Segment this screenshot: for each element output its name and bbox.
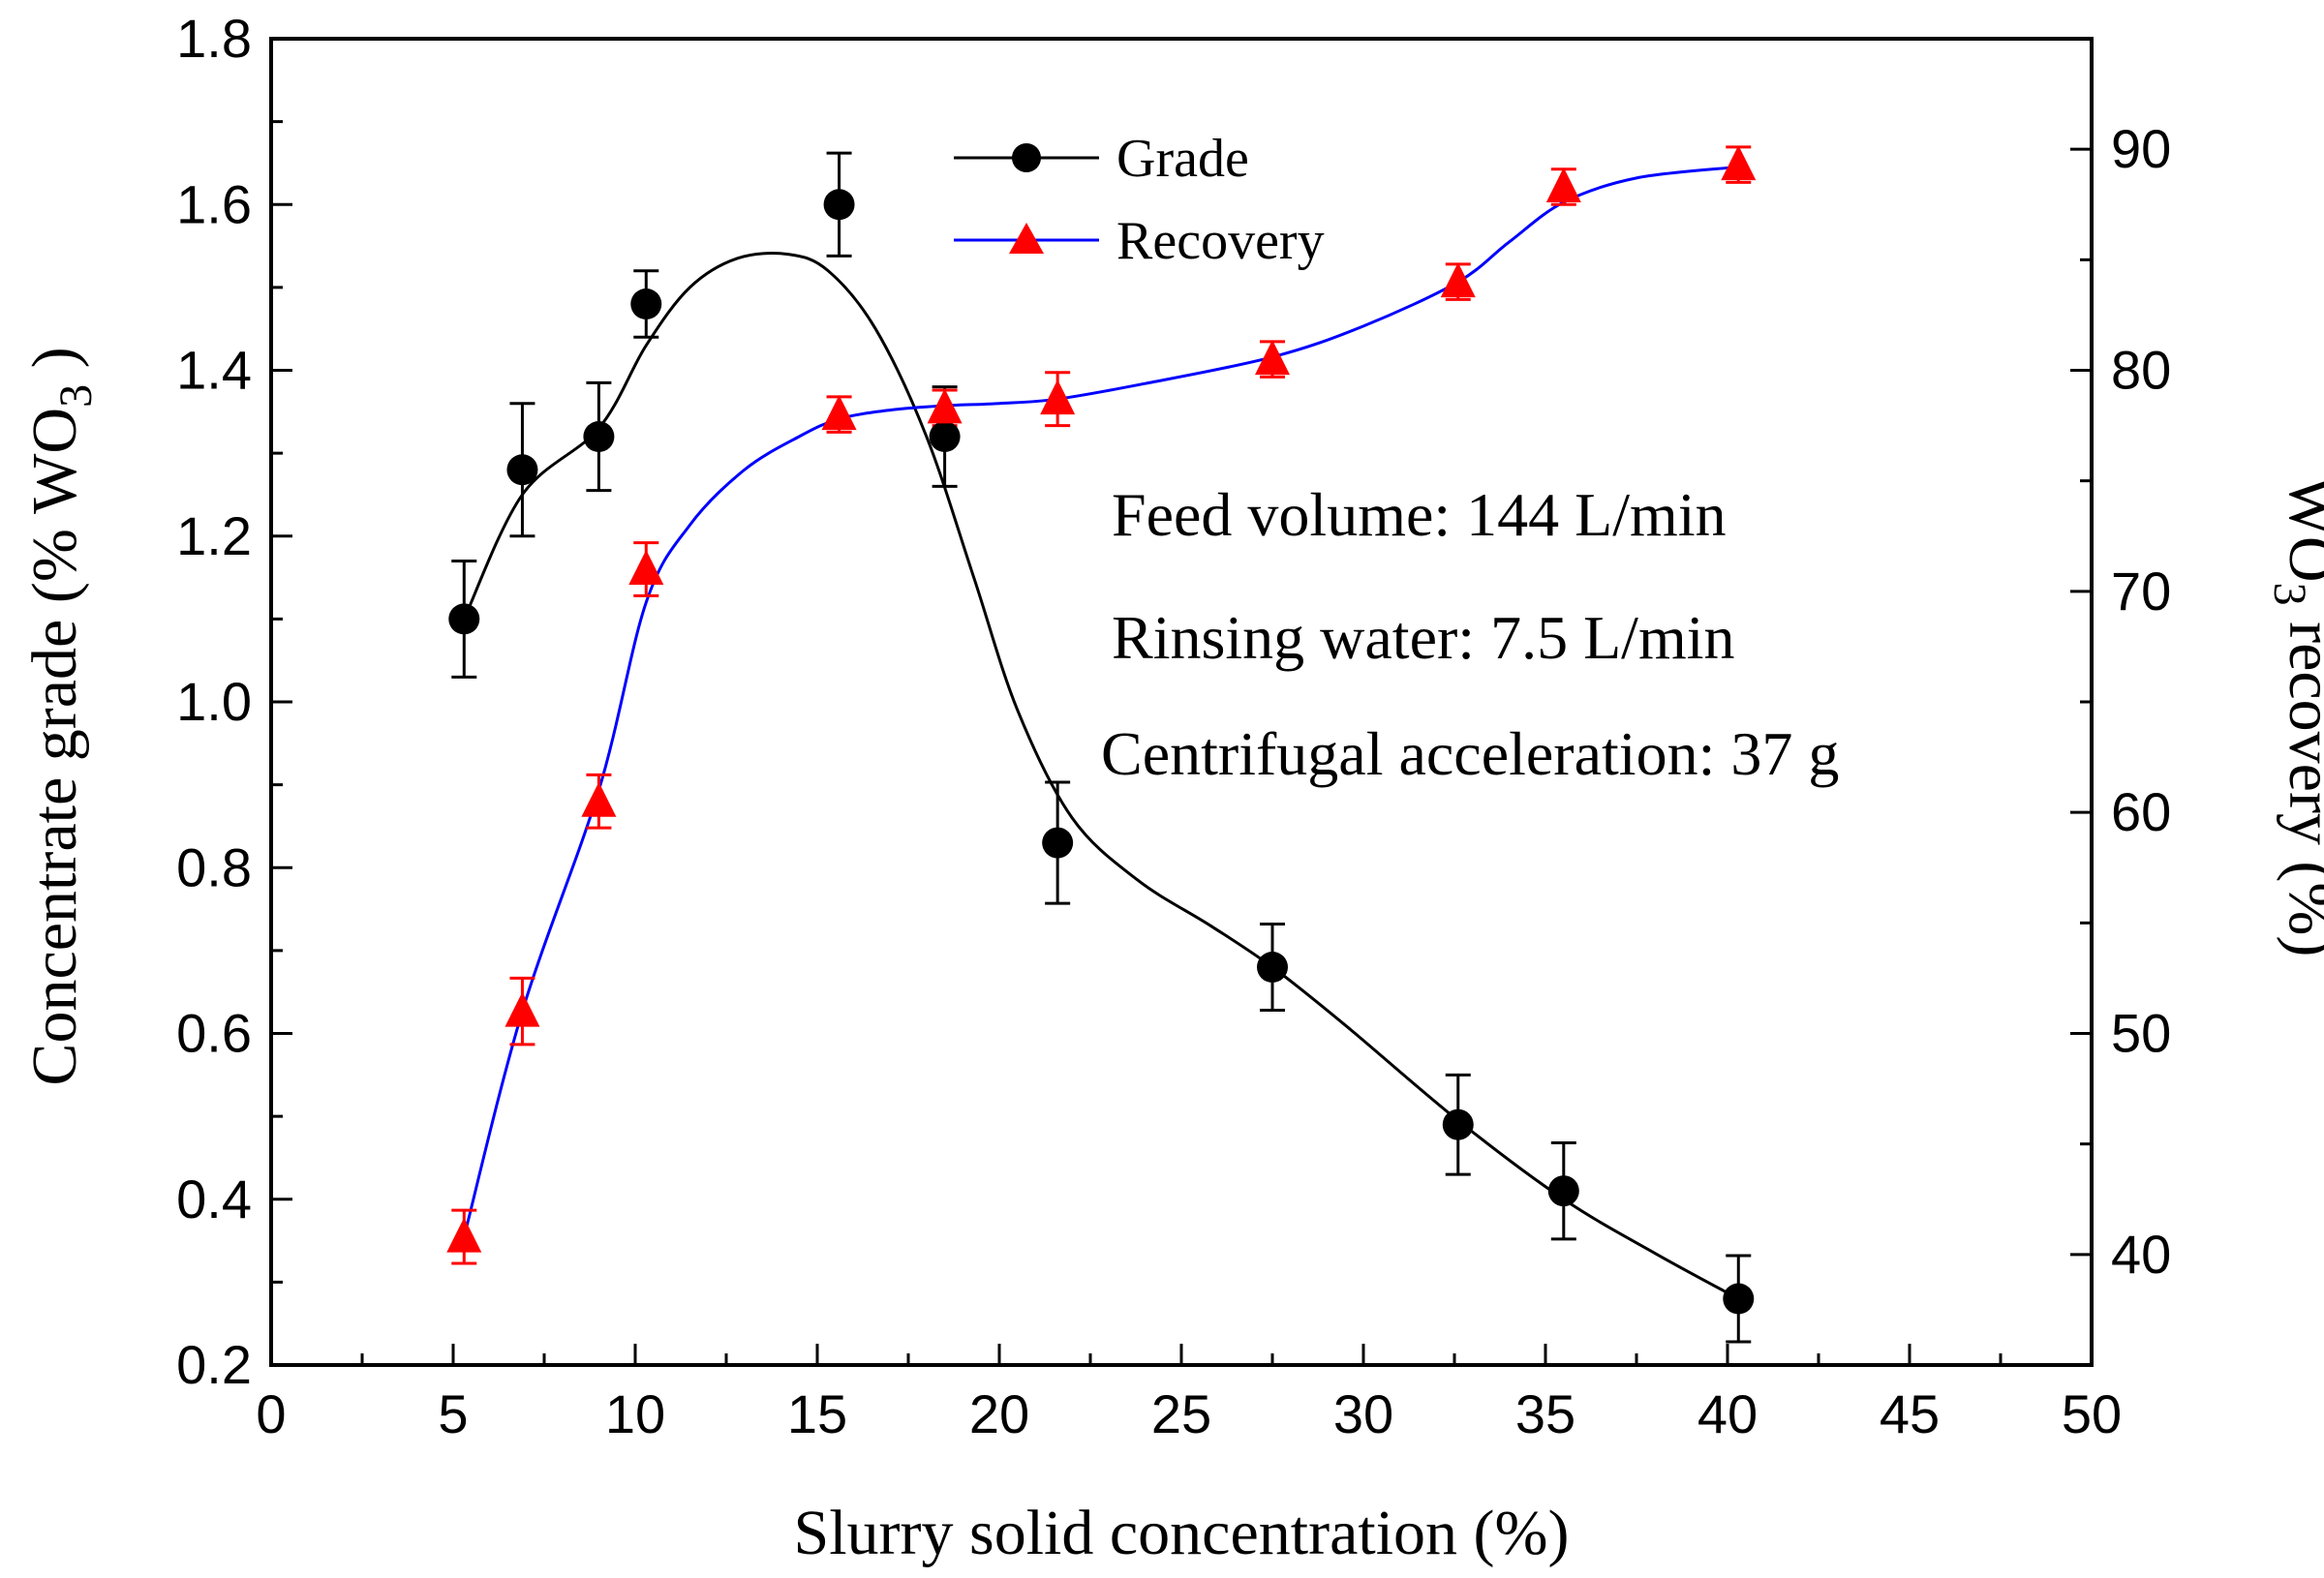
grade-point bbox=[630, 288, 662, 319]
grade-point bbox=[1257, 952, 1288, 983]
grade-point bbox=[1723, 1283, 1755, 1315]
x-axis-title: Slurry solid concentration (%) bbox=[794, 1498, 1570, 1568]
annotation-centrifugal-acceleration: Centrifugal acceleration: 37 g bbox=[1101, 719, 1839, 788]
recovery-point bbox=[1255, 340, 1290, 376]
y-axis-title: Concentrate grade (% WO3 ) bbox=[19, 347, 102, 1085]
y-tick-label: 0.4 bbox=[176, 1168, 252, 1229]
x-tick-label: 35 bbox=[1515, 1383, 1575, 1444]
y2-tick-label: 80 bbox=[2111, 340, 2171, 401]
y2-tick-label: 50 bbox=[2111, 1003, 2171, 1064]
y-tick-label: 1.2 bbox=[176, 505, 252, 566]
x-tick-label: 30 bbox=[1333, 1383, 1393, 1444]
grade-point bbox=[929, 421, 961, 452]
recovery-point bbox=[1040, 379, 1076, 415]
recovery-point bbox=[446, 1217, 482, 1253]
grade-point bbox=[448, 603, 480, 635]
x-tick-label: 10 bbox=[605, 1383, 665, 1444]
x-axis-ticks: 0 5 10 15 20 25 30 35 40 45 50 bbox=[256, 1344, 2122, 1444]
x-tick-label: 50 bbox=[2062, 1383, 2122, 1444]
y2-tick-label: 70 bbox=[2111, 561, 2171, 622]
recovery-point bbox=[1440, 262, 1476, 298]
x-tick-label: 45 bbox=[1880, 1383, 1940, 1444]
grade-point bbox=[583, 421, 615, 452]
y-tick-label: 1.4 bbox=[176, 340, 252, 401]
recovery-point bbox=[505, 991, 540, 1027]
legend-recovery-marker bbox=[1009, 223, 1044, 254]
x-tick-label: 0 bbox=[256, 1383, 286, 1444]
y-tick-label: 1.0 bbox=[176, 671, 252, 732]
x-tick-label: 40 bbox=[1697, 1383, 1758, 1444]
grade-point bbox=[1547, 1175, 1579, 1207]
y-tick-label: 0.6 bbox=[176, 1003, 252, 1064]
recovery-point bbox=[927, 388, 963, 424]
x-tick-label: 20 bbox=[969, 1383, 1029, 1444]
legend-grade-marker bbox=[1012, 143, 1041, 172]
recovery-point bbox=[1545, 167, 1581, 202]
y2-tick-label: 90 bbox=[2111, 118, 2171, 179]
legend: Grade Recovery bbox=[954, 129, 1325, 271]
y-tick-label: 1.6 bbox=[176, 173, 252, 234]
recovery-point bbox=[581, 781, 617, 817]
y-tick-label: 0.8 bbox=[176, 836, 252, 897]
grade-point bbox=[506, 454, 538, 486]
recovery-point bbox=[628, 550, 664, 585]
x-tick-label: 15 bbox=[787, 1383, 847, 1444]
y2-tick-label: 40 bbox=[2111, 1224, 2171, 1285]
grade-point bbox=[1442, 1108, 1474, 1140]
grade-curve bbox=[462, 252, 1739, 1300]
y-tick-label: 1.8 bbox=[176, 8, 252, 69]
recovery-point bbox=[821, 395, 857, 431]
grade-point bbox=[1042, 827, 1074, 859]
x-tick-label: 25 bbox=[1151, 1383, 1211, 1444]
legend-grade-label: Grade bbox=[1116, 129, 1249, 189]
recovery-point bbox=[1721, 145, 1757, 181]
y2-tick-label: 60 bbox=[2111, 781, 2171, 842]
y2-axis-ticks: 40 50 60 70 80 90 bbox=[2070, 37, 2171, 1367]
annotation-rinsing-water: Rinsing water: 7.5 L/min bbox=[1112, 603, 1735, 672]
y-axis-ticks: 0.2 0.4 0.6 0.8 1.0 1.2 1.4 1.6 1.8 bbox=[176, 8, 292, 1395]
series-markers bbox=[446, 145, 1757, 1315]
y2-axis-title: WO3 recovery (%) bbox=[2264, 476, 2324, 957]
y-tick-label: 0.2 bbox=[176, 1334, 252, 1395]
x-tick-label: 5 bbox=[438, 1383, 468, 1444]
grade-point bbox=[823, 189, 855, 221]
legend-recovery-label: Recovery bbox=[1116, 211, 1325, 271]
annotation-feed-volume: Feed volume: 144 L/min bbox=[1112, 480, 1727, 549]
recovery-curve bbox=[462, 165, 1739, 1237]
